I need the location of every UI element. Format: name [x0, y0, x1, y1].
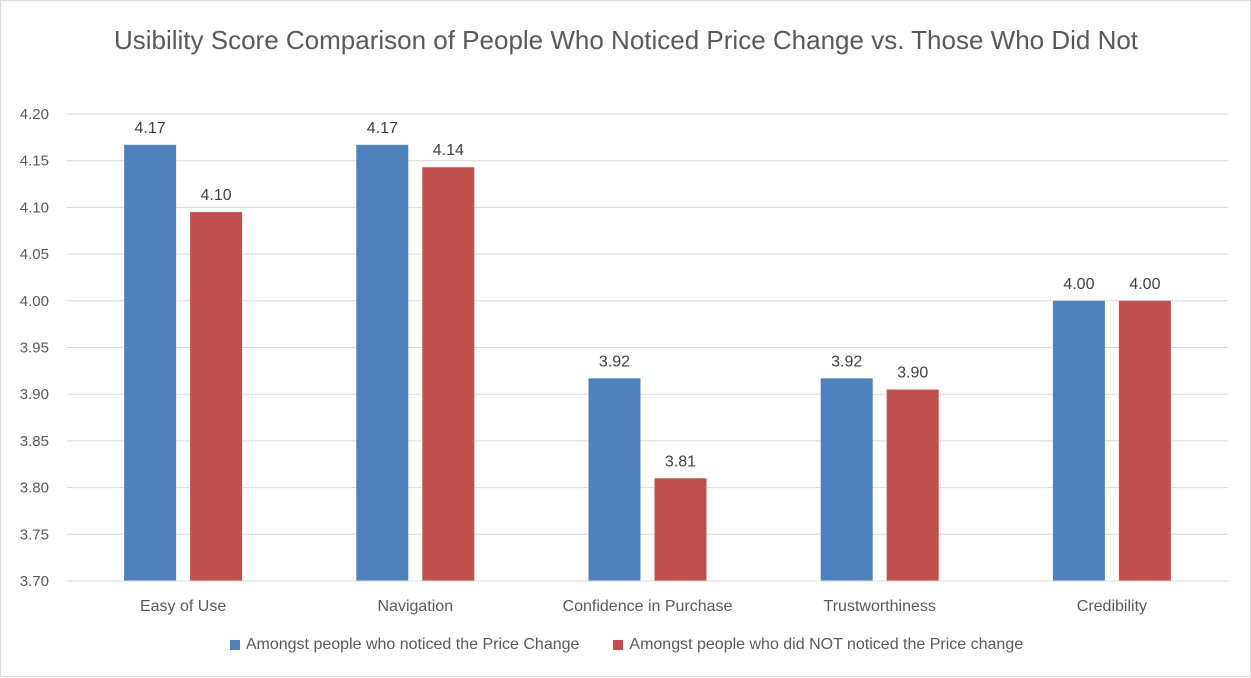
bar: [422, 167, 475, 581]
legend-swatch: [229, 640, 240, 650]
bar: [356, 144, 409, 581]
y-tick-label: 4.10: [20, 199, 49, 216]
bar: [588, 378, 641, 581]
bar: [820, 378, 873, 581]
legend-swatch: [613, 640, 624, 650]
y-tick-label: 3.70: [20, 573, 49, 590]
y-tick-label: 3.85: [20, 433, 49, 450]
x-tick-label: Confidence in Purchase: [563, 598, 733, 615]
data-label: 3.92: [831, 353, 862, 370]
y-tick-label: 4.00: [20, 293, 49, 310]
data-label: 3.92: [599, 353, 630, 370]
bar: [886, 389, 939, 581]
data-label: 4.00: [1063, 276, 1094, 293]
x-tick-label: Trustworthiness: [824, 598, 936, 615]
bar: [1052, 300, 1105, 581]
x-tick-label: Credibility: [1077, 598, 1147, 615]
y-tick-label: 4.05: [20, 246, 49, 263]
y-tick-label: 4.15: [20, 153, 49, 170]
x-tick-label: Navigation: [377, 598, 453, 615]
chart-title: Usibility Score Comparison of People Who…: [113, 25, 1139, 55]
data-label: 4.17: [367, 120, 398, 137]
bar: [124, 144, 177, 581]
data-label: 4.00: [1129, 276, 1160, 293]
data-label: 4.14: [433, 142, 464, 159]
chart-legend: Amongst people who noticed the Price Cha…: [1, 636, 1251, 654]
y-tick-label: 4.20: [20, 106, 49, 123]
legend-item: Amongst people who did NOT noticed the P…: [613, 636, 1023, 654]
data-label: 3.81: [665, 453, 696, 470]
data-label: 4.10: [201, 187, 232, 204]
x-tick-label: Easy of Use: [140, 598, 226, 615]
y-tick-label: 3.95: [20, 340, 49, 357]
y-tick-label: 3.90: [20, 386, 49, 403]
legend-item: Amongst people who noticed the Price Cha…: [229, 636, 580, 654]
data-label: 3.90: [897, 365, 928, 382]
data-label: 4.17: [135, 120, 166, 137]
legend-label: Amongst people who noticed the Price Cha…: [245, 636, 580, 653]
legend-label: Amongst people who did NOT noticed the P…: [629, 636, 1024, 653]
bar: [654, 478, 707, 581]
bar: [1118, 300, 1171, 581]
bar: [190, 212, 243, 581]
y-tick-label: 3.80: [20, 480, 49, 497]
y-tick-label: 3.75: [20, 526, 49, 543]
